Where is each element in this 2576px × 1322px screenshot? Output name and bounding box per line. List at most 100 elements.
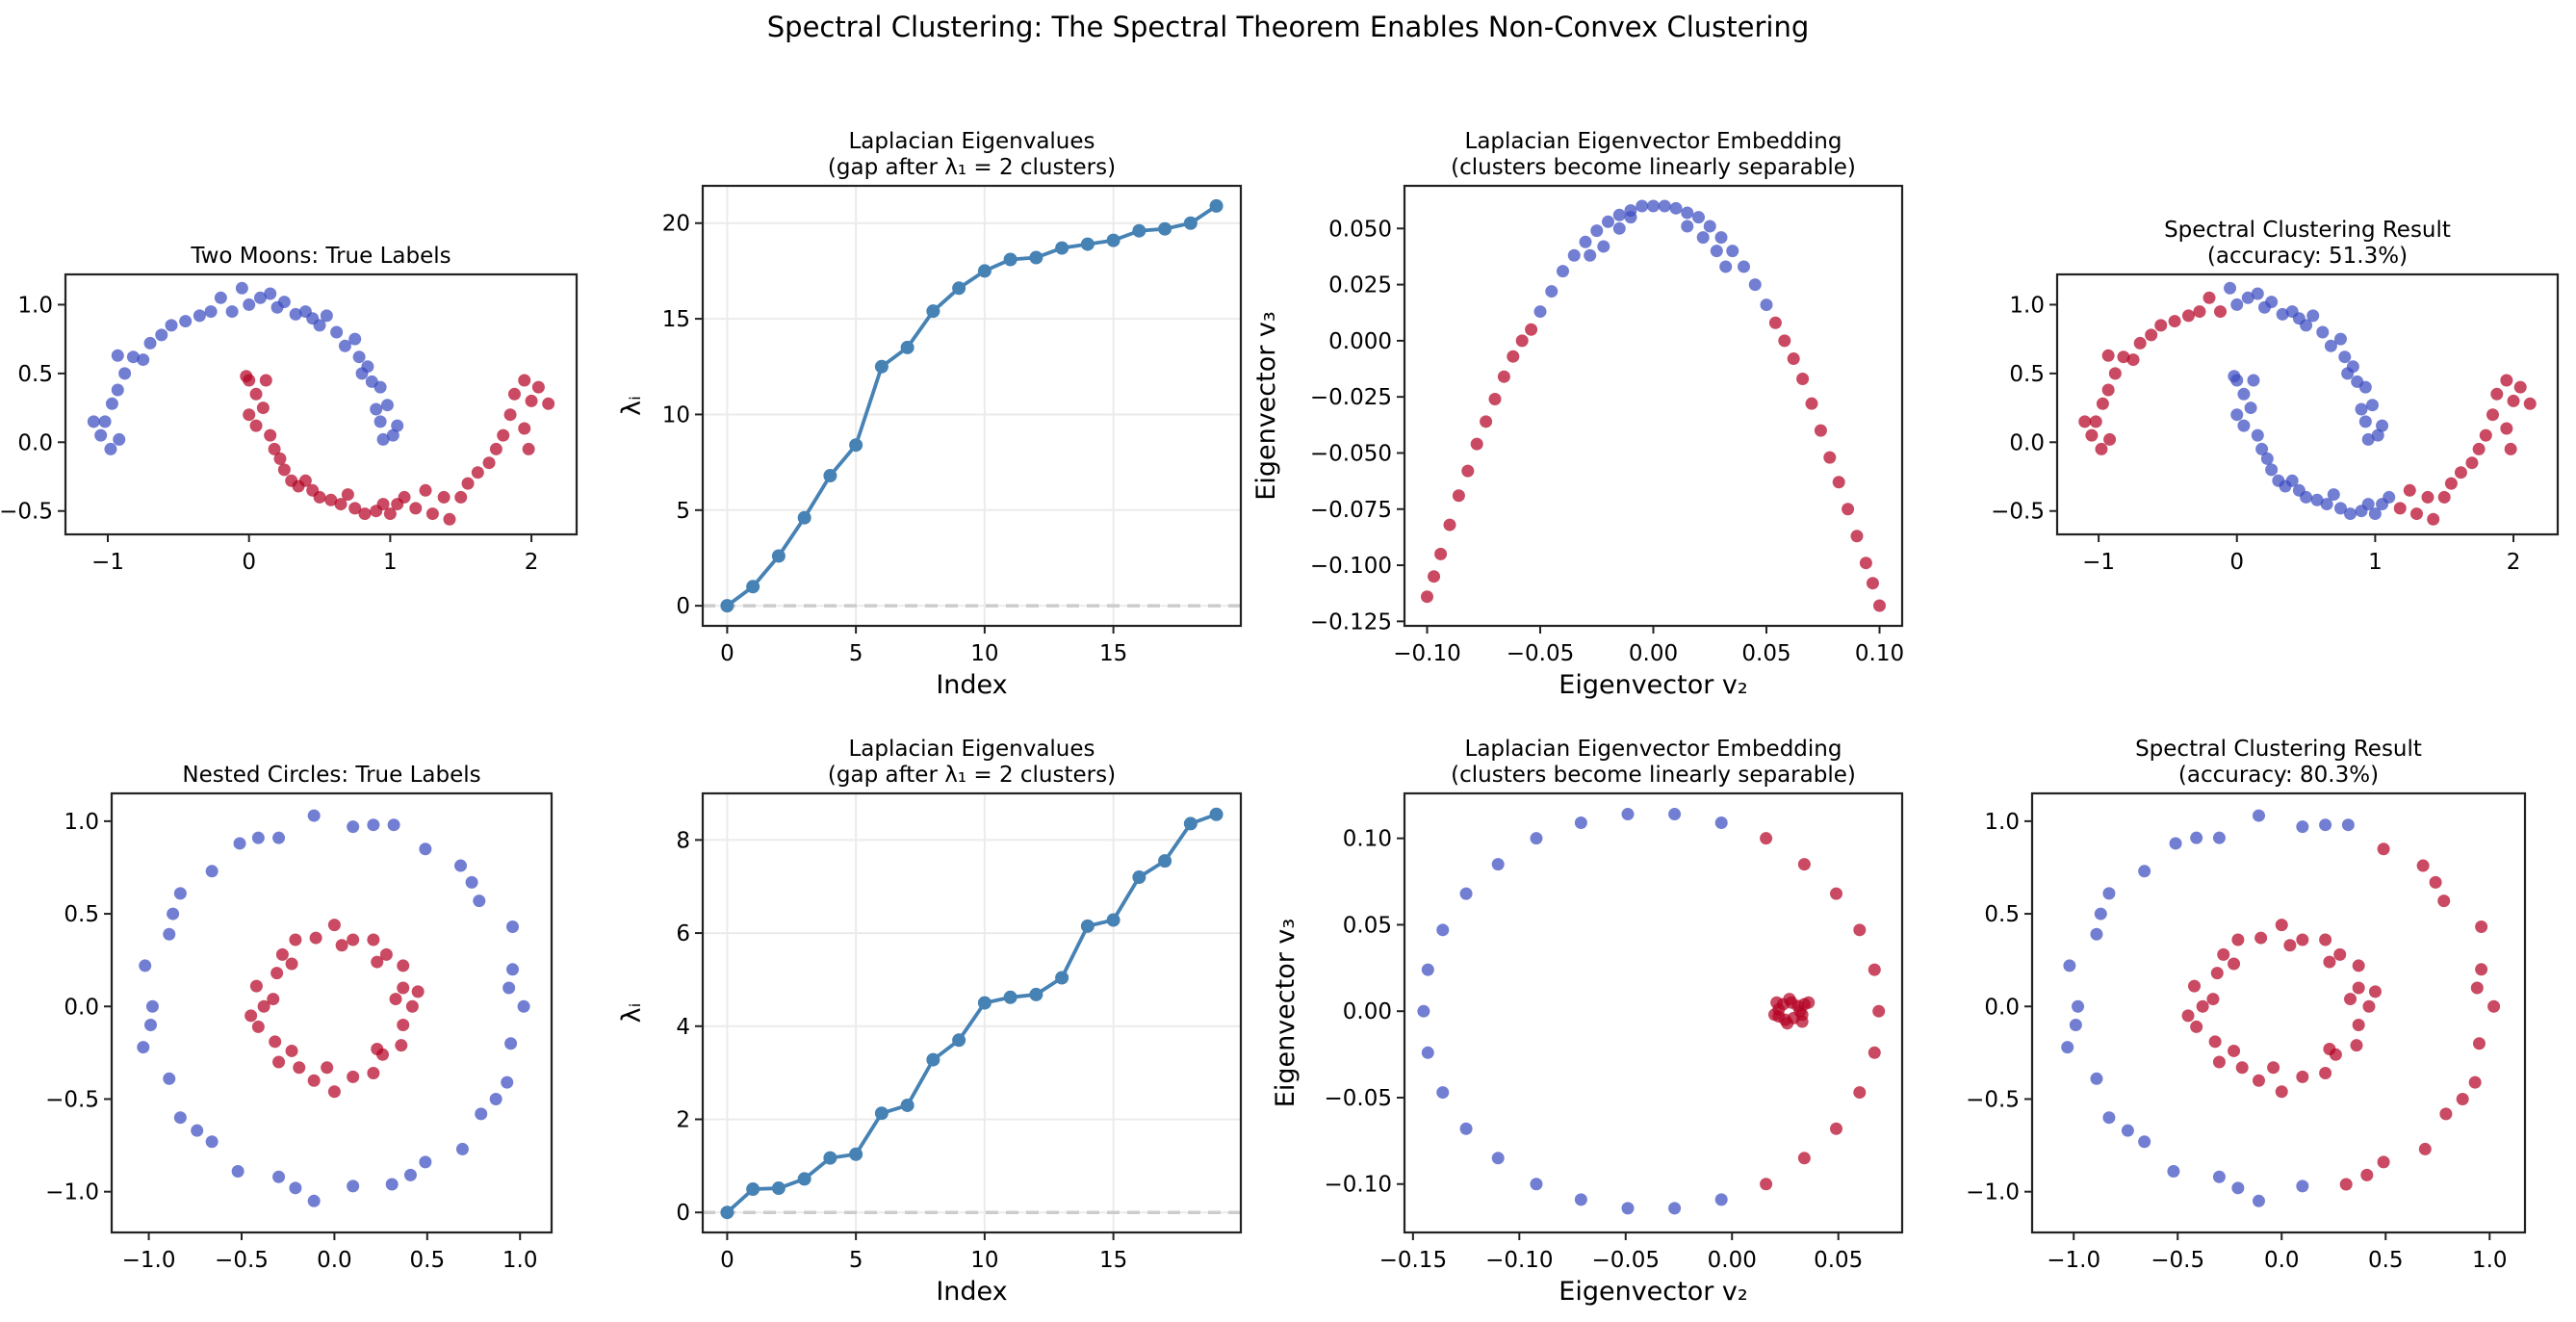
point-cluster-blue — [2212, 1170, 2226, 1183]
point-cluster-blue — [454, 859, 468, 872]
x-tick-label: −0.10 — [1393, 641, 1460, 666]
point-cluster-red — [2523, 397, 2537, 410]
point-cluster-blue — [2371, 428, 2384, 442]
point-cluster-red — [2095, 442, 2108, 455]
point-cluster-red — [2202, 291, 2216, 304]
point-cluster-red — [2231, 933, 2245, 946]
point-cluster-blue — [2361, 432, 2375, 446]
y-tick-label: 5 — [676, 499, 690, 524]
point-cluster-red — [383, 507, 397, 521]
axes-frame — [2030, 791, 2527, 1234]
y-axis-label: λᵢ — [617, 1003, 647, 1024]
y-tick-label: 15 — [662, 307, 690, 332]
point-cluster-red — [522, 442, 535, 455]
point-cluster-blue — [2324, 339, 2337, 352]
point-cluster-red — [289, 933, 302, 946]
point-cluster-blue — [1760, 298, 1773, 312]
y-tick-label: 1.0 — [2009, 293, 2045, 318]
point-cluster-blue — [1714, 1193, 1728, 1206]
y-tick-label: 0.10 — [1343, 827, 1392, 852]
point-cluster-red — [2475, 963, 2488, 976]
y-tick-label: 0.050 — [1328, 217, 1392, 242]
point-cluster-blue — [1636, 199, 1649, 213]
point-cluster-blue — [2252, 1194, 2265, 1207]
point-cluster-blue — [167, 907, 180, 920]
point-cluster-blue — [2228, 370, 2241, 383]
subplot-circles-eigenvalues: 0 5 10 15 0 2 4 6 8 Laplacian Eigenvalues(gap aft… — [617, 737, 1243, 1307]
x-tick-label: −0.5 — [2151, 1248, 2204, 1273]
y-tick-label: 0.000 — [1328, 329, 1392, 354]
point-cluster-blue — [251, 831, 265, 844]
point-cluster-blue — [2241, 291, 2254, 304]
point-cluster-red — [2217, 947, 2230, 961]
point-cluster-red — [2181, 1009, 2195, 1023]
eigenvalue-point — [952, 1033, 966, 1048]
x-tick-label: 0.05 — [1814, 1248, 1863, 1273]
y-tick-label: 1.0 — [1984, 810, 2020, 835]
point-cluster-blue — [2244, 402, 2257, 415]
point-cluster-red — [2101, 383, 2115, 397]
axes-frame — [1403, 184, 1904, 628]
point-cluster-red — [2206, 993, 2220, 1006]
point-cluster-red — [1488, 393, 1502, 406]
point-cluster-red — [2154, 319, 2168, 332]
subplot-moons-true: −1 0 1 2 −0.5 0.0 0.5 1.0 Two Moons: True Labels — [0, 244, 579, 575]
point-cluster-blue — [1590, 224, 1604, 238]
point-cluster-red — [1480, 415, 1493, 428]
point-cluster-blue — [1584, 248, 1597, 262]
point-cluster-red — [264, 428, 277, 442]
point-cluster-blue — [2344, 507, 2357, 521]
point-cluster-blue — [2169, 837, 2182, 850]
point-cluster-red — [277, 463, 291, 477]
subplot-title: (accuracy: 51.3%) — [2207, 244, 2408, 269]
point-cluster-red — [437, 490, 451, 504]
point-cluster-red — [1760, 1178, 1773, 1191]
point-cluster-blue — [1714, 231, 1728, 245]
point-cluster-blue — [2069, 1019, 2082, 1032]
y-tick-label: −0.5 — [45, 1087, 99, 1112]
point-cluster-red — [367, 1067, 380, 1080]
point-cluster-red — [2252, 1074, 2265, 1087]
y-tick-label: 0 — [676, 1201, 690, 1226]
subplot-moons-embedding: −0.10 −0.05 0.00 0.05 0.10 −0.125 −0.100 −0.075… — [1251, 129, 1904, 700]
point-cluster-blue — [2351, 375, 2364, 388]
point-cluster-red — [1830, 887, 1843, 900]
point-cluster-blue — [370, 402, 383, 416]
point-cluster-blue — [419, 842, 432, 856]
eigenvalue-point — [823, 1151, 837, 1165]
point-cluster-blue — [355, 367, 369, 380]
point-cluster-red — [1853, 923, 1867, 937]
x-tick-label: 0.0 — [2264, 1248, 2300, 1273]
point-cluster-red — [1832, 476, 1845, 489]
point-cluster-red — [2212, 1055, 2226, 1069]
point-cluster-red — [503, 408, 517, 422]
point-cluster-red — [2465, 456, 2479, 470]
point-cluster-blue — [2090, 1072, 2103, 1085]
point-cluster-blue — [243, 298, 256, 311]
point-cluster-blue — [1530, 832, 1543, 845]
point-cluster-blue — [1658, 199, 1671, 213]
point-cluster-red — [2085, 428, 2099, 442]
point-cluster-red — [1421, 590, 1433, 604]
point-cluster-blue — [2072, 999, 2085, 1013]
point-cluster-red — [518, 422, 531, 435]
y-tick-label: −0.125 — [1310, 609, 1392, 635]
y-tick-label: −1.0 — [45, 1180, 99, 1205]
point-cluster-red — [2421, 490, 2434, 504]
point-cluster-red — [249, 419, 263, 432]
point-cluster-blue — [272, 1170, 286, 1183]
y-tick-label: 0.0 — [17, 430, 53, 455]
point-cluster-blue — [1491, 858, 1505, 871]
eigenvalue-point — [720, 1205, 734, 1220]
point-cluster-red — [2319, 933, 2332, 946]
point-cluster-red — [2188, 979, 2202, 993]
point-cluster-blue — [1459, 1122, 1473, 1135]
point-cluster-red — [405, 999, 419, 1013]
point-cluster-blue — [2341, 367, 2355, 380]
point-cluster-red — [270, 967, 284, 980]
point-cluster-red — [259, 374, 272, 387]
eigenvalue-point — [926, 304, 940, 319]
point-cluster-blue — [173, 1111, 187, 1125]
point-cluster-red — [1868, 1046, 1881, 1059]
point-cluster-blue — [2212, 831, 2226, 844]
